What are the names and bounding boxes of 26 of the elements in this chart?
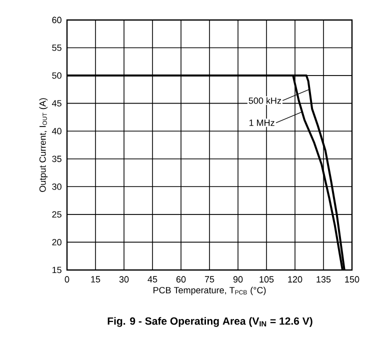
x-tick-label: 60: [176, 276, 186, 283]
x-tick-label: 150: [345, 276, 360, 283]
annotation: 500 kHz: [248, 97, 281, 104]
x-tick-label: 30: [119, 276, 129, 283]
y-tick-label: 45: [52, 100, 62, 106]
y-tick-label: 15: [52, 266, 62, 274]
y-tick-label: 30: [52, 183, 62, 190]
text: Fig. 9 - Safe Operating Area (V$_{IN}$ = 12.6 V): [108, 317, 312, 327]
x-tick-label: 105: [260, 276, 274, 283]
y-axis-title: Output Current, I$_{OUT}$ (A): [39, 98, 48, 192]
y-tick-label: 20: [52, 239, 62, 246]
x-tick-label: 45: [148, 276, 158, 282]
y-tick-label: 25: [52, 211, 62, 218]
x-tick-label: 135: [316, 276, 331, 283]
x-tick-label: 0: [64, 276, 70, 283]
x-tick-label: 90: [233, 276, 243, 283]
x-axis-title: PCB Temperature, T$_{PCB}$ (°C): [154, 286, 266, 296]
y-tick-label: 55: [52, 44, 62, 51]
x-tick-label: 75: [204, 276, 214, 282]
y-tick-label: 50: [52, 72, 62, 79]
y-tick-label: 35: [52, 156, 62, 162]
y-tick-label: 60: [52, 16, 62, 24]
x-tick-label: 15: [91, 276, 100, 282]
y-tick-label: 40: [52, 128, 62, 134]
annotation: 1 MHz: [249, 120, 274, 126]
x-tick-label: 120: [288, 276, 302, 283]
